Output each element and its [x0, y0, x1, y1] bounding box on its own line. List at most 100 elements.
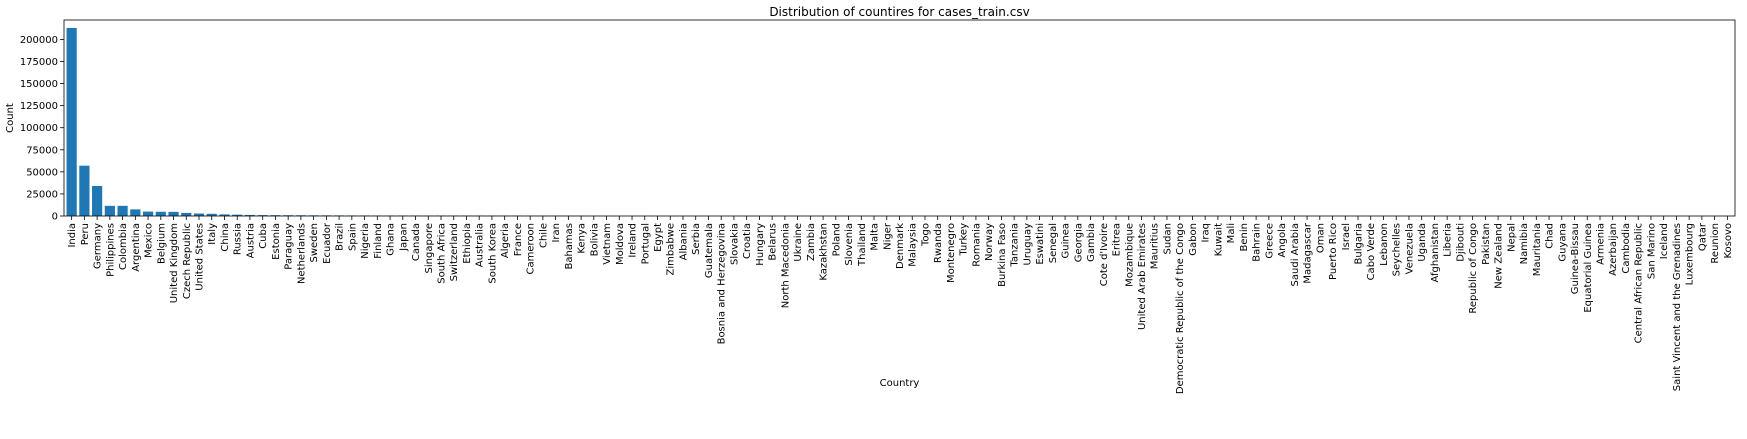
x-tick-label: Togo: [920, 223, 931, 247]
x-tick-label: Spain: [347, 223, 358, 251]
x-tick-label: Poland: [831, 223, 842, 256]
bar-china: [219, 214, 230, 216]
x-tick-label: Saint Vincent and the Grenadines: [1672, 223, 1683, 391]
x-tick-label: India: [67, 223, 78, 248]
x-tick-label: Chad: [1545, 223, 1556, 249]
x-tick-label: Madagascar: [1303, 222, 1314, 284]
x-tick-label: Portugal: [640, 223, 651, 264]
x-tick-label: Ecuador: [322, 222, 333, 264]
x-tick-label: Ethiopia: [462, 223, 473, 264]
x-tick-label: Austria: [245, 223, 256, 258]
x-tick-label: Angola: [1277, 223, 1288, 258]
x-tick-label: United Arab Emirates: [1137, 223, 1148, 330]
x-tick-label: Malta: [870, 223, 881, 251]
x-tick-label: Lebanon: [1379, 223, 1390, 266]
y-tick-label: 150000: [20, 79, 58, 90]
x-tick-label: Saudi Arabia: [1290, 223, 1301, 286]
x-tick-label: Peru: [80, 223, 91, 245]
x-tick-label: Israel: [1341, 223, 1352, 250]
x-tick-label: Luxembourg: [1685, 223, 1696, 285]
x-tick-label: Democratic Republic of the Congo: [1175, 223, 1186, 394]
x-tick-label: Bulgaria: [1354, 223, 1365, 264]
x-tick-label: Gambia: [1086, 223, 1097, 262]
x-tick-label: China: [220, 223, 231, 252]
x-tick-label: Mexico: [144, 223, 155, 258]
x-tick-label: Guatemala: [704, 223, 715, 278]
x-tick-label: Puerto Rico: [1328, 223, 1339, 280]
x-tick-label: Uganda: [1417, 223, 1428, 262]
x-tick-label: Paraguay: [284, 223, 295, 270]
x-tick-label: Slovakia: [729, 223, 740, 265]
x-tick-label: Cameroon: [526, 223, 537, 274]
bars-group: [66, 27, 1733, 216]
x-tick-label: Rwanda: [933, 223, 944, 263]
x-tick-label: Azerbaijan: [1608, 223, 1619, 276]
x-tick-label: Guinea-Bissau: [1570, 223, 1581, 294]
bar-philippines: [104, 205, 115, 216]
x-tick-label: Singapore: [424, 223, 435, 273]
x-tick-label: Mauritius: [1150, 223, 1161, 269]
x-tick-label: Sudan: [1162, 223, 1173, 255]
x-tick-label: Bosnia and Herzegovina: [717, 223, 728, 344]
x-tick-label: Ukraine: [793, 223, 804, 262]
x-tick-label: San Marino: [1646, 223, 1657, 279]
bar-colombia: [117, 205, 128, 216]
x-tick-label: Kosovo: [1723, 223, 1734, 259]
x-tick-label: Argentina: [131, 223, 142, 272]
x-tick-label: Australia: [475, 223, 486, 267]
bar-belgium: [155, 211, 166, 216]
x-tick-label: Romania: [971, 223, 982, 267]
x-tick-label: Uruguay: [1022, 223, 1033, 266]
bar-peru: [79, 165, 90, 216]
x-tick-label: Guinea: [1061, 223, 1072, 258]
x-tick-label: South Africa: [436, 223, 447, 284]
x-tick-label: Equatorial Guinea: [1583, 223, 1594, 313]
x-tick-label: Japan: [398, 223, 409, 252]
x-tick-label: New Zealand: [1494, 223, 1505, 289]
x-tick-label: Kuwait: [1213, 223, 1224, 256]
x-tick-label: Cabo Verde: [1366, 223, 1377, 280]
x-tick-label: Armenia: [1595, 223, 1606, 265]
bar-austria: [244, 214, 256, 216]
x-tick-label: Italy: [207, 223, 218, 245]
x-tick-label: Canada: [411, 223, 422, 261]
x-tick-label: Bahamas: [564, 223, 575, 270]
x-tick-label: South Korea: [487, 223, 498, 284]
x-tick-label: Eritrea: [1112, 223, 1123, 256]
x-tick-label: Sweden: [309, 223, 320, 263]
x-tick-label: Mali: [1226, 223, 1237, 243]
x-tick-label: Belarus: [768, 223, 779, 261]
x-tick-label: Norway: [984, 223, 995, 261]
x-tick-label: Czech Republic: [182, 223, 193, 299]
x-tick-label: Turkey: [959, 223, 970, 257]
x-tick-label: Albania: [678, 223, 689, 260]
bar-united-kingdom: [168, 211, 179, 216]
y-tick-label: 125000: [20, 101, 58, 112]
x-tick-label: Colombia: [118, 223, 129, 270]
x-tick-label: Kenya: [577, 223, 588, 254]
x-tick-label: Slovenia: [844, 223, 855, 266]
x-tick-label: Estonia: [271, 223, 282, 260]
x-tick-label: Ghana: [386, 223, 397, 256]
x-tick-label: Greece: [1264, 223, 1275, 259]
x-tick-label: Senegal: [1048, 223, 1059, 263]
y-axis-label: Count: [5, 103, 16, 133]
x-tick-label: Vietnam: [602, 223, 613, 265]
x-tick-label: Cambodia: [1621, 223, 1632, 274]
x-tick-label: Nigeria: [360, 223, 371, 259]
x-tick-label: Zambia: [806, 223, 817, 261]
x-tick-label: Belgium: [156, 223, 167, 264]
chart-title: Distribution of countires for cases_trai…: [769, 5, 1029, 19]
bar-russia: [232, 214, 243, 216]
x-tick-label: Hungary: [755, 223, 766, 266]
x-tick-label: Cuba: [258, 223, 269, 249]
x-tick-label: Mauritania: [1532, 223, 1543, 276]
x-tick-label: Namibia: [1519, 223, 1530, 264]
x-tick-label: Iran: [551, 223, 562, 243]
x-tick-label: Bahrain: [1252, 223, 1263, 262]
x-tick-label: Netherlands: [296, 223, 307, 284]
x-tick-label: Germany: [93, 223, 104, 269]
x-tick-label: Switzerland: [449, 223, 460, 281]
x-tick-label: Seychelles: [1392, 223, 1403, 276]
